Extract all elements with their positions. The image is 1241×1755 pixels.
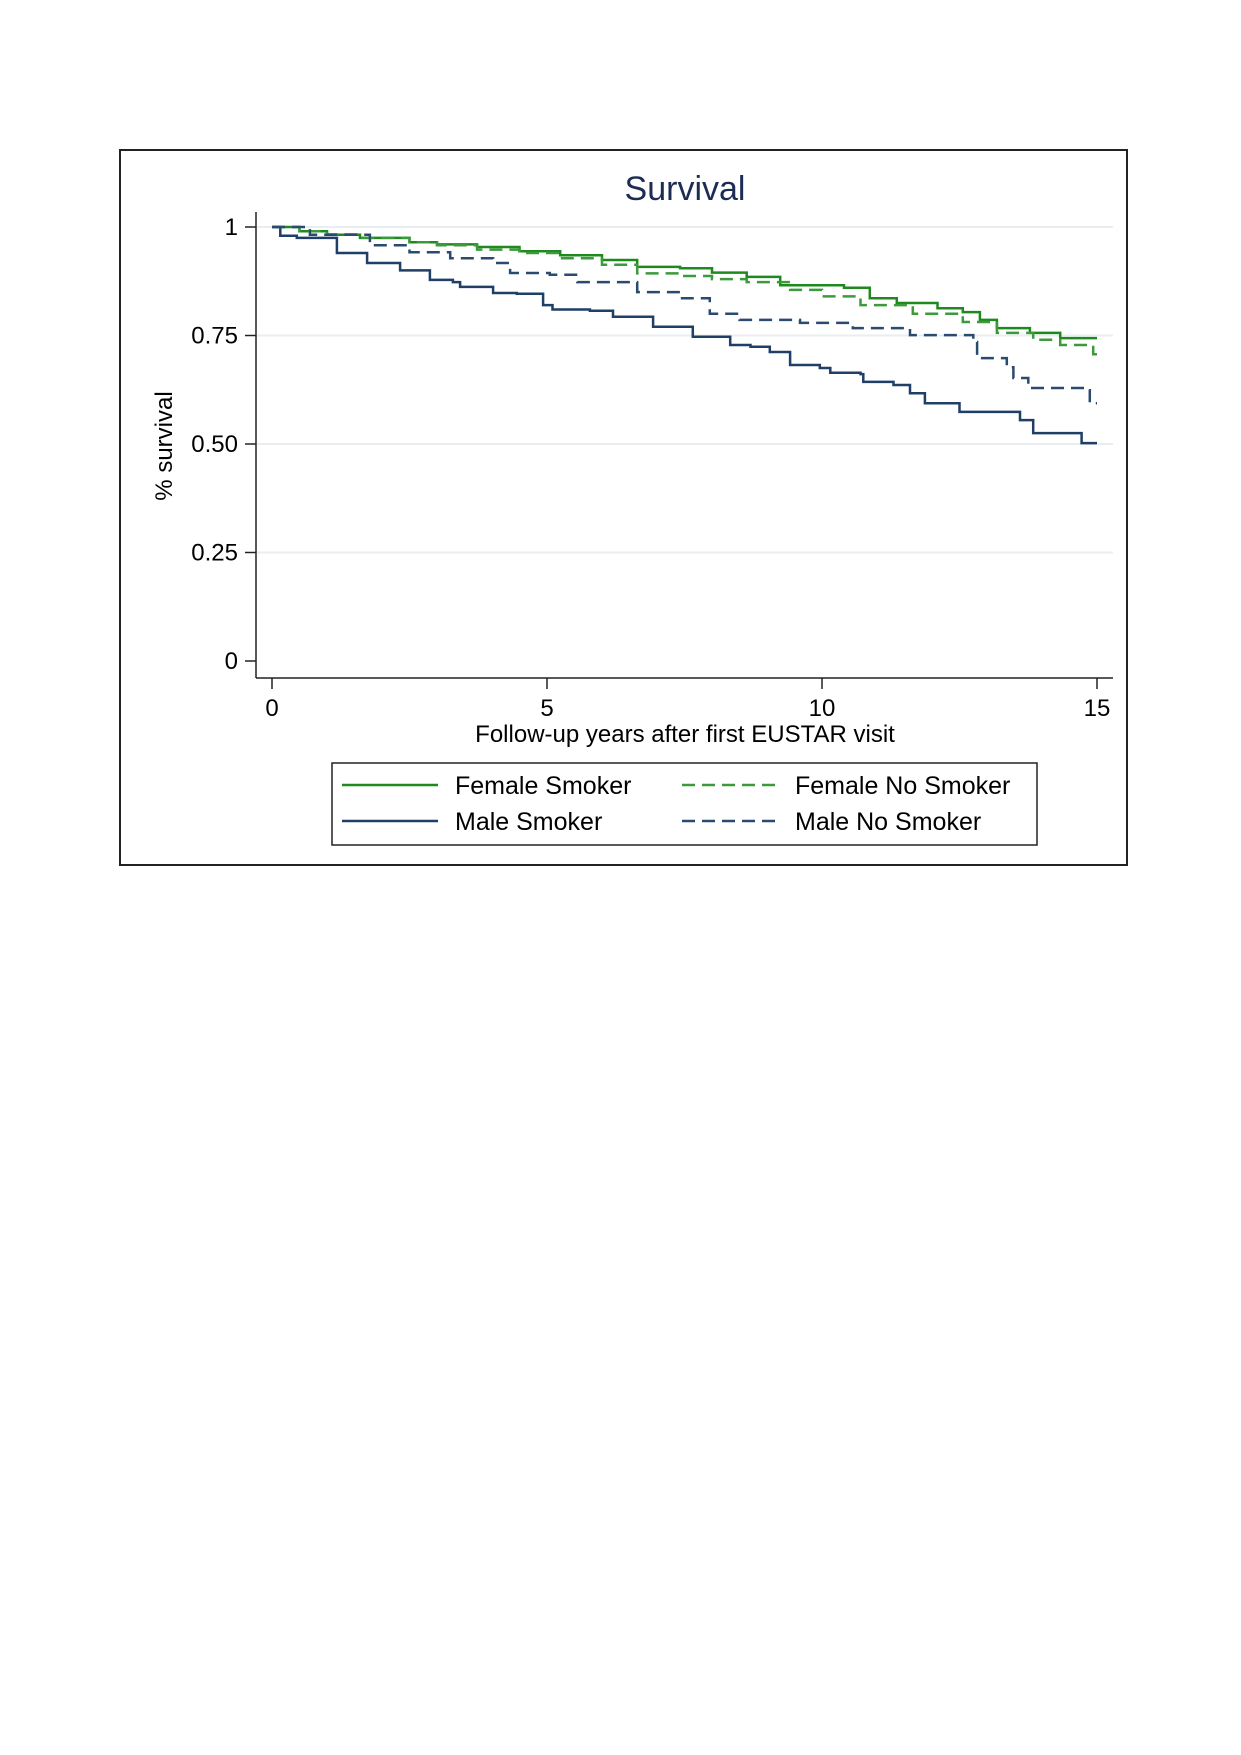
y-tick-label: 0.50 — [191, 431, 238, 458]
legend-item: Male Smoker — [342, 808, 602, 836]
chart-title: Survival — [625, 170, 746, 208]
legend-box — [331, 762, 1038, 846]
x-tick-label: 10 — [809, 695, 836, 722]
x-axis-title: Follow-up years after first EUSTAR visit — [475, 721, 895, 748]
legend-label: Male No Smoker — [795, 808, 981, 836]
x-tick-label: 5 — [540, 695, 553, 722]
y-tick-label: 0.25 — [191, 540, 238, 567]
axes — [255, 212, 1113, 679]
y-tick-label: 0.75 — [191, 323, 238, 350]
x-tick-label: 0 — [265, 695, 278, 722]
x-tick-label: 15 — [1084, 695, 1111, 722]
series-line-female-no-smoker — [272, 225, 1097, 356]
legend-label: Male Smoker — [455, 808, 602, 836]
y-tick-label: 1 — [225, 214, 238, 241]
legend: Female Smoker Female No Smoker Male Smoker… — [331, 762, 1038, 846]
series-line-male-no-smoker — [272, 225, 1097, 405]
x-ticks: 0 5 10 15 — [265, 678, 1110, 722]
chart-frame — [119, 149, 1128, 866]
legend-label: Female Smoker — [455, 772, 631, 800]
legend-item: Male No Smoker — [682, 808, 981, 836]
legend-label: Female No Smoker — [795, 772, 1010, 800]
legend-item: Female No Smoker — [682, 772, 1010, 800]
y-tick-label: 0 — [225, 648, 238, 675]
gridlines — [257, 226, 1113, 554]
series-line-male-smoker — [272, 225, 1097, 445]
y-ticks: 0 0.25 0.50 0.75 1 — [191, 214, 256, 675]
y-axis-title: % survival — [151, 391, 178, 500]
legend-item: Female Smoker — [342, 772, 631, 800]
series-lines — [272, 225, 1097, 445]
